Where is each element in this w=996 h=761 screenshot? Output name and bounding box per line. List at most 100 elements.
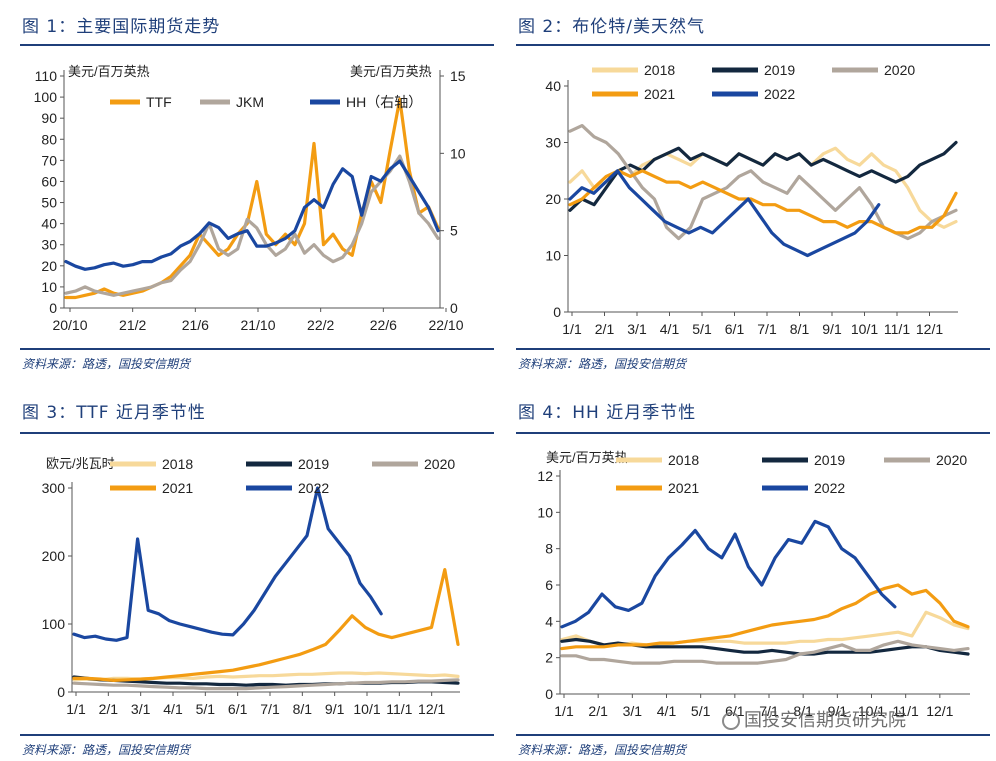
chart-ttf-seasonality: 0 100 200 300 1/1 2/1 3/1 4/1 5/1 6/1 7/1 8/1 9/1 10/… [42, 456, 460, 717]
watermark: 国投安信期货研究院 [722, 706, 906, 732]
series-line-2018 [560, 610, 970, 647]
x-tick-label: 21/2 [119, 317, 146, 333]
legend-label: 2021 [668, 480, 699, 496]
series-line-ttf [64, 97, 440, 300]
panel-4-source: 资料来源：路透，国投安信期货 [518, 743, 687, 757]
legend-label: 2022 [298, 480, 329, 496]
x-tick-label: 9/1 [828, 703, 848, 719]
legend-label: 2022 [764, 86, 795, 102]
x-tick-label: 5/1 [196, 701, 216, 717]
x-tick-label: 3/1 [627, 321, 647, 337]
y-axis-unit-label: 美元/百万英热 [546, 450, 628, 465]
x-tick-label: 11/1 [893, 703, 919, 719]
x-tick-label: 21/6 [182, 317, 209, 333]
legend-label: HH（右轴） [346, 94, 422, 110]
y-tick-label: 40 [41, 216, 57, 232]
watermark-text: 国投安信期货研究院 [744, 710, 906, 731]
panel-1-rule-bottom [20, 348, 494, 350]
panel-3-source: 资料来源：路透，国投安信期货 [22, 743, 191, 757]
y-tick-label: 12 [537, 468, 553, 484]
y-tick-label: 20 [41, 258, 57, 274]
x-tick-label: 3/1 [131, 701, 151, 717]
x-tick-label: 21/10 [240, 317, 275, 333]
x-tick-label: 10/1 [851, 321, 878, 337]
panel-1-rule [20, 44, 494, 46]
legend-label: 2021 [644, 86, 675, 102]
legend-label: 2019 [814, 452, 845, 468]
x-tick-label: 2/1 [99, 701, 119, 717]
series-line-2022 [72, 486, 383, 642]
legend-label: 2019 [764, 62, 795, 78]
y2-tick-label: 15 [450, 68, 466, 84]
x-tick-label: 11/1 [386, 701, 412, 717]
x-tick-label: 1/1 [554, 703, 574, 719]
x-tick-label: 8/1 [790, 321, 810, 337]
x-tick-label: 22/6 [370, 317, 397, 333]
legend-label: 2020 [936, 452, 967, 468]
y-tick-label: 10 [545, 248, 561, 264]
y-axis-unit-label: 欧元/兆瓦时 [46, 456, 115, 471]
x-tick-label: 12/1 [926, 703, 953, 719]
legend-label: 2021 [162, 480, 193, 496]
y-tick-label: 0 [57, 684, 65, 700]
panel-3-rule-bottom [20, 734, 494, 736]
series-line-2022 [560, 519, 897, 629]
x-tick-label: 22/2 [307, 317, 334, 333]
x-tick-label: 7/1 [260, 701, 280, 717]
series-line-2021 [560, 583, 970, 651]
y-tick-label: 10 [537, 504, 553, 520]
legend-label: 2018 [668, 452, 699, 468]
panel-2-source: 资料来源：路透，国投安信期货 [518, 357, 687, 371]
y2-axis-unit-label: 美元/百万英热 [350, 64, 432, 79]
series-line-2020 [72, 678, 460, 691]
x-tick-label: 9/1 [822, 321, 842, 337]
y-tick-label: 8 [545, 541, 553, 557]
panel-4-title: 图 4：HH 近月季节性 [518, 403, 697, 423]
y-tick-label: 30 [41, 237, 57, 253]
y-tick-label: 100 [42, 616, 66, 632]
x-tick-label: 4/1 [657, 703, 677, 719]
y-tick-label: 300 [42, 480, 66, 496]
x-tick-label: 4/1 [163, 701, 183, 717]
y-tick-label: 0 [49, 300, 57, 316]
series-line-jkm [64, 154, 440, 297]
y-tick-label: 50 [41, 195, 57, 211]
panel-3-title: 图 3：TTF 近月季节性 [22, 403, 206, 423]
x-tick-label: 8/1 [293, 701, 313, 717]
y-tick-label: 2 [545, 650, 553, 666]
y-tick-label: 110 [35, 68, 58, 84]
x-tick-label: 6/1 [228, 701, 248, 717]
y2-tick-label: 5 [450, 223, 458, 239]
y-tick-label: 100 [34, 89, 58, 105]
x-tick-label: 12/1 [418, 701, 445, 717]
x-tick-label: 12/1 [916, 321, 943, 337]
panel-3-rule [20, 432, 494, 434]
panel-4-rule [516, 432, 990, 434]
x-tick-label: 20/10 [52, 317, 87, 333]
legend-label: 2018 [162, 456, 193, 472]
series-line-2021 [568, 169, 958, 235]
series-line-2022 [568, 169, 881, 258]
y2-tick-label: 10 [450, 145, 466, 161]
legend-label: 2019 [298, 456, 329, 472]
panel-4-rule-bottom [516, 734, 990, 736]
x-tick-label: 10/1 [353, 701, 380, 717]
y-tick-label: 30 [545, 135, 561, 151]
x-tick-label: 2/1 [588, 703, 608, 719]
chart-brent-us-natgas: 0 10 20 30 40 1/1 2/1 3/1 4/1 5/1 6/1 7/1 8/1 9/1 10/1… [545, 62, 958, 337]
y2-tick-label: 0 [450, 300, 458, 316]
x-tick-label: 10/1 [858, 703, 885, 719]
x-tick-label: 7/1 [757, 321, 777, 337]
chart-international-futures: 0 10 20 30 40 50 60 70 80 90 100 110 0 5 10 15 20/10 21/2… [34, 64, 466, 333]
panel-2-rule-bottom [516, 348, 990, 350]
legend-label: TTF [146, 94, 172, 110]
x-tick-label: 7/1 [759, 703, 779, 719]
x-tick-label: 1/1 [66, 701, 86, 717]
y-tick-label: 0 [553, 304, 561, 320]
series-line-2021 [72, 567, 460, 682]
legend-label: 2020 [884, 62, 915, 78]
x-tick-label: 6/1 [725, 321, 745, 337]
legend-label: JKM [236, 94, 264, 110]
y-tick-label: 4 [545, 613, 553, 629]
